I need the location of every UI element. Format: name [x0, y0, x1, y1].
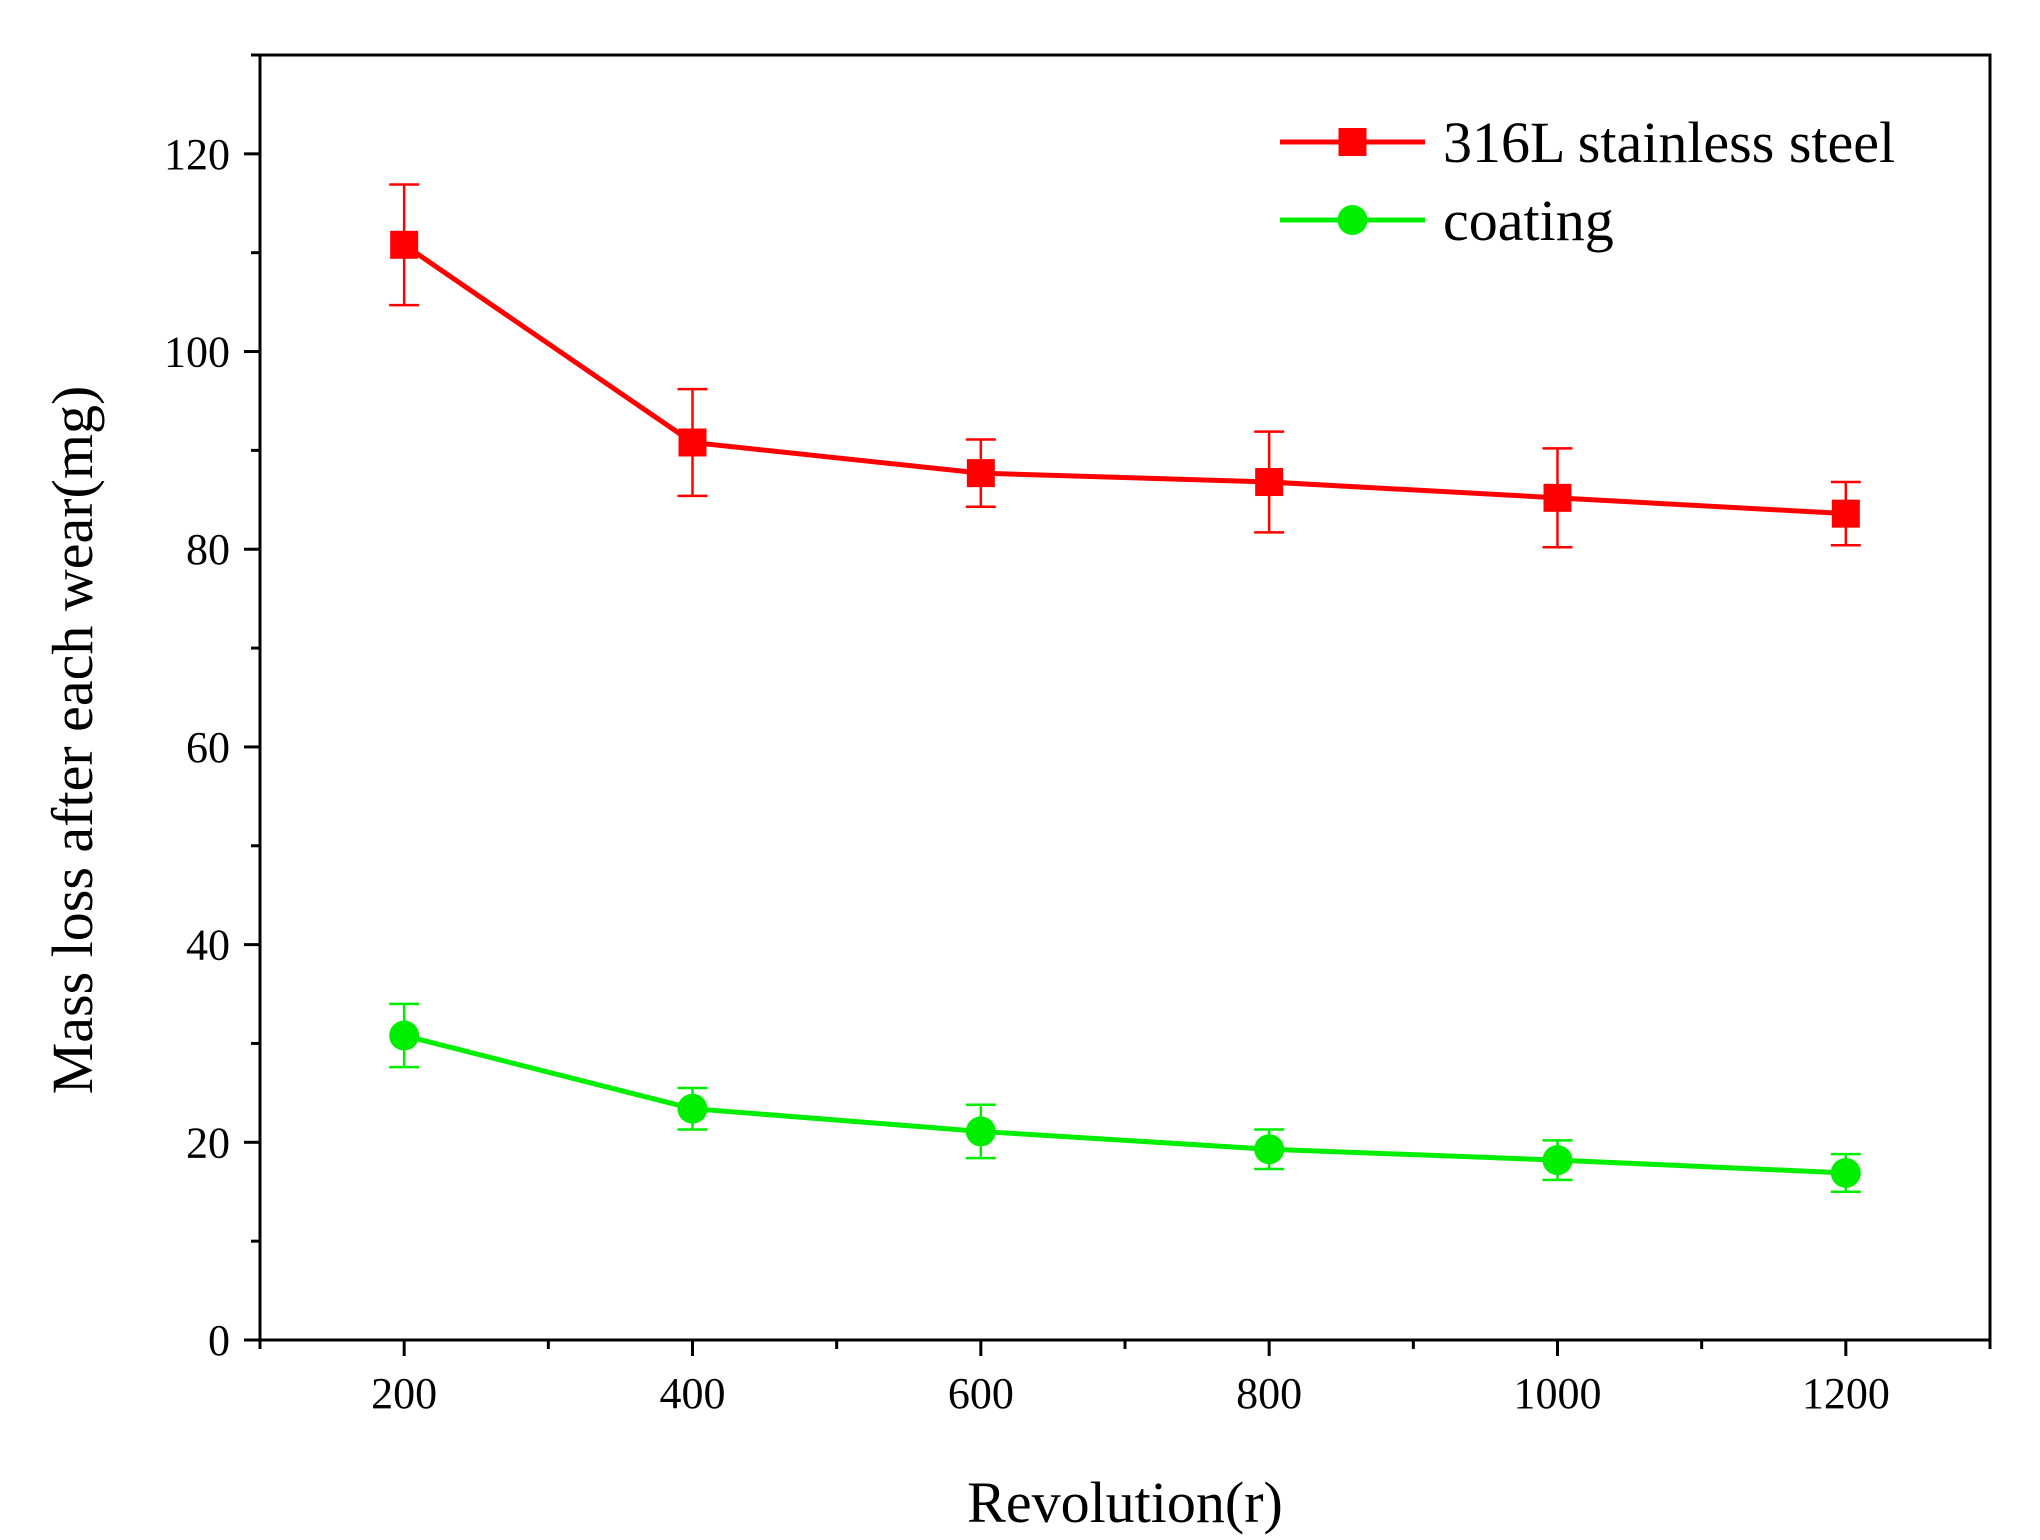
data-point [389, 1020, 420, 1051]
data-point [1543, 483, 1572, 512]
x-tick-label: 600 [948, 1369, 1014, 1418]
data-point [390, 230, 419, 259]
y-tick-label: 0 [208, 1316, 230, 1365]
y-tick-label: 20 [186, 1118, 230, 1167]
series-line [403, 1033, 1846, 1176]
x-tick-label: 800 [1236, 1369, 1302, 1418]
data-point [965, 1116, 996, 1147]
series-layer [389, 183, 1861, 1193]
legend-marker [1337, 205, 1368, 235]
y-tick-label: 60 [186, 723, 230, 772]
y-tick-label: 100 [164, 328, 230, 377]
series-line [402, 242, 1846, 517]
y-tick-label: 40 [186, 921, 230, 970]
legend-label: 316L stainless steel [1443, 110, 1895, 175]
data-point [1831, 499, 1860, 528]
axes-layer: 200 400 600 800 1000 1200 0 20 40 60 80 100 120 [164, 53, 1992, 1418]
y-tick-label: 120 [164, 130, 230, 179]
data-point [1542, 1145, 1573, 1176]
legend-label: coating [1443, 188, 1614, 253]
legend: 316L stainless steel coating [1280, 110, 1895, 253]
data-point [677, 1093, 708, 1124]
x-tick-label: 400 [660, 1369, 726, 1418]
data-point [678, 428, 707, 457]
x-tick-label: 1000 [1514, 1369, 1602, 1418]
data-point [1254, 1134, 1285, 1165]
y-tick-label: 80 [186, 525, 230, 574]
legend-marker [1338, 128, 1367, 156]
x-tick-label: 200 [371, 1369, 437, 1418]
data-point [1830, 1157, 1861, 1188]
series-steel [389, 183, 1861, 549]
x-tick-label: 1200 [1802, 1369, 1890, 1418]
series-coating [389, 1002, 1861, 1193]
y-axis-title: Mass loss after each wear(mg) [40, 386, 105, 1095]
data-point [966, 459, 995, 488]
x-axis-title: Revolution(r) [967, 1470, 1283, 1535]
data-point [1255, 468, 1284, 497]
